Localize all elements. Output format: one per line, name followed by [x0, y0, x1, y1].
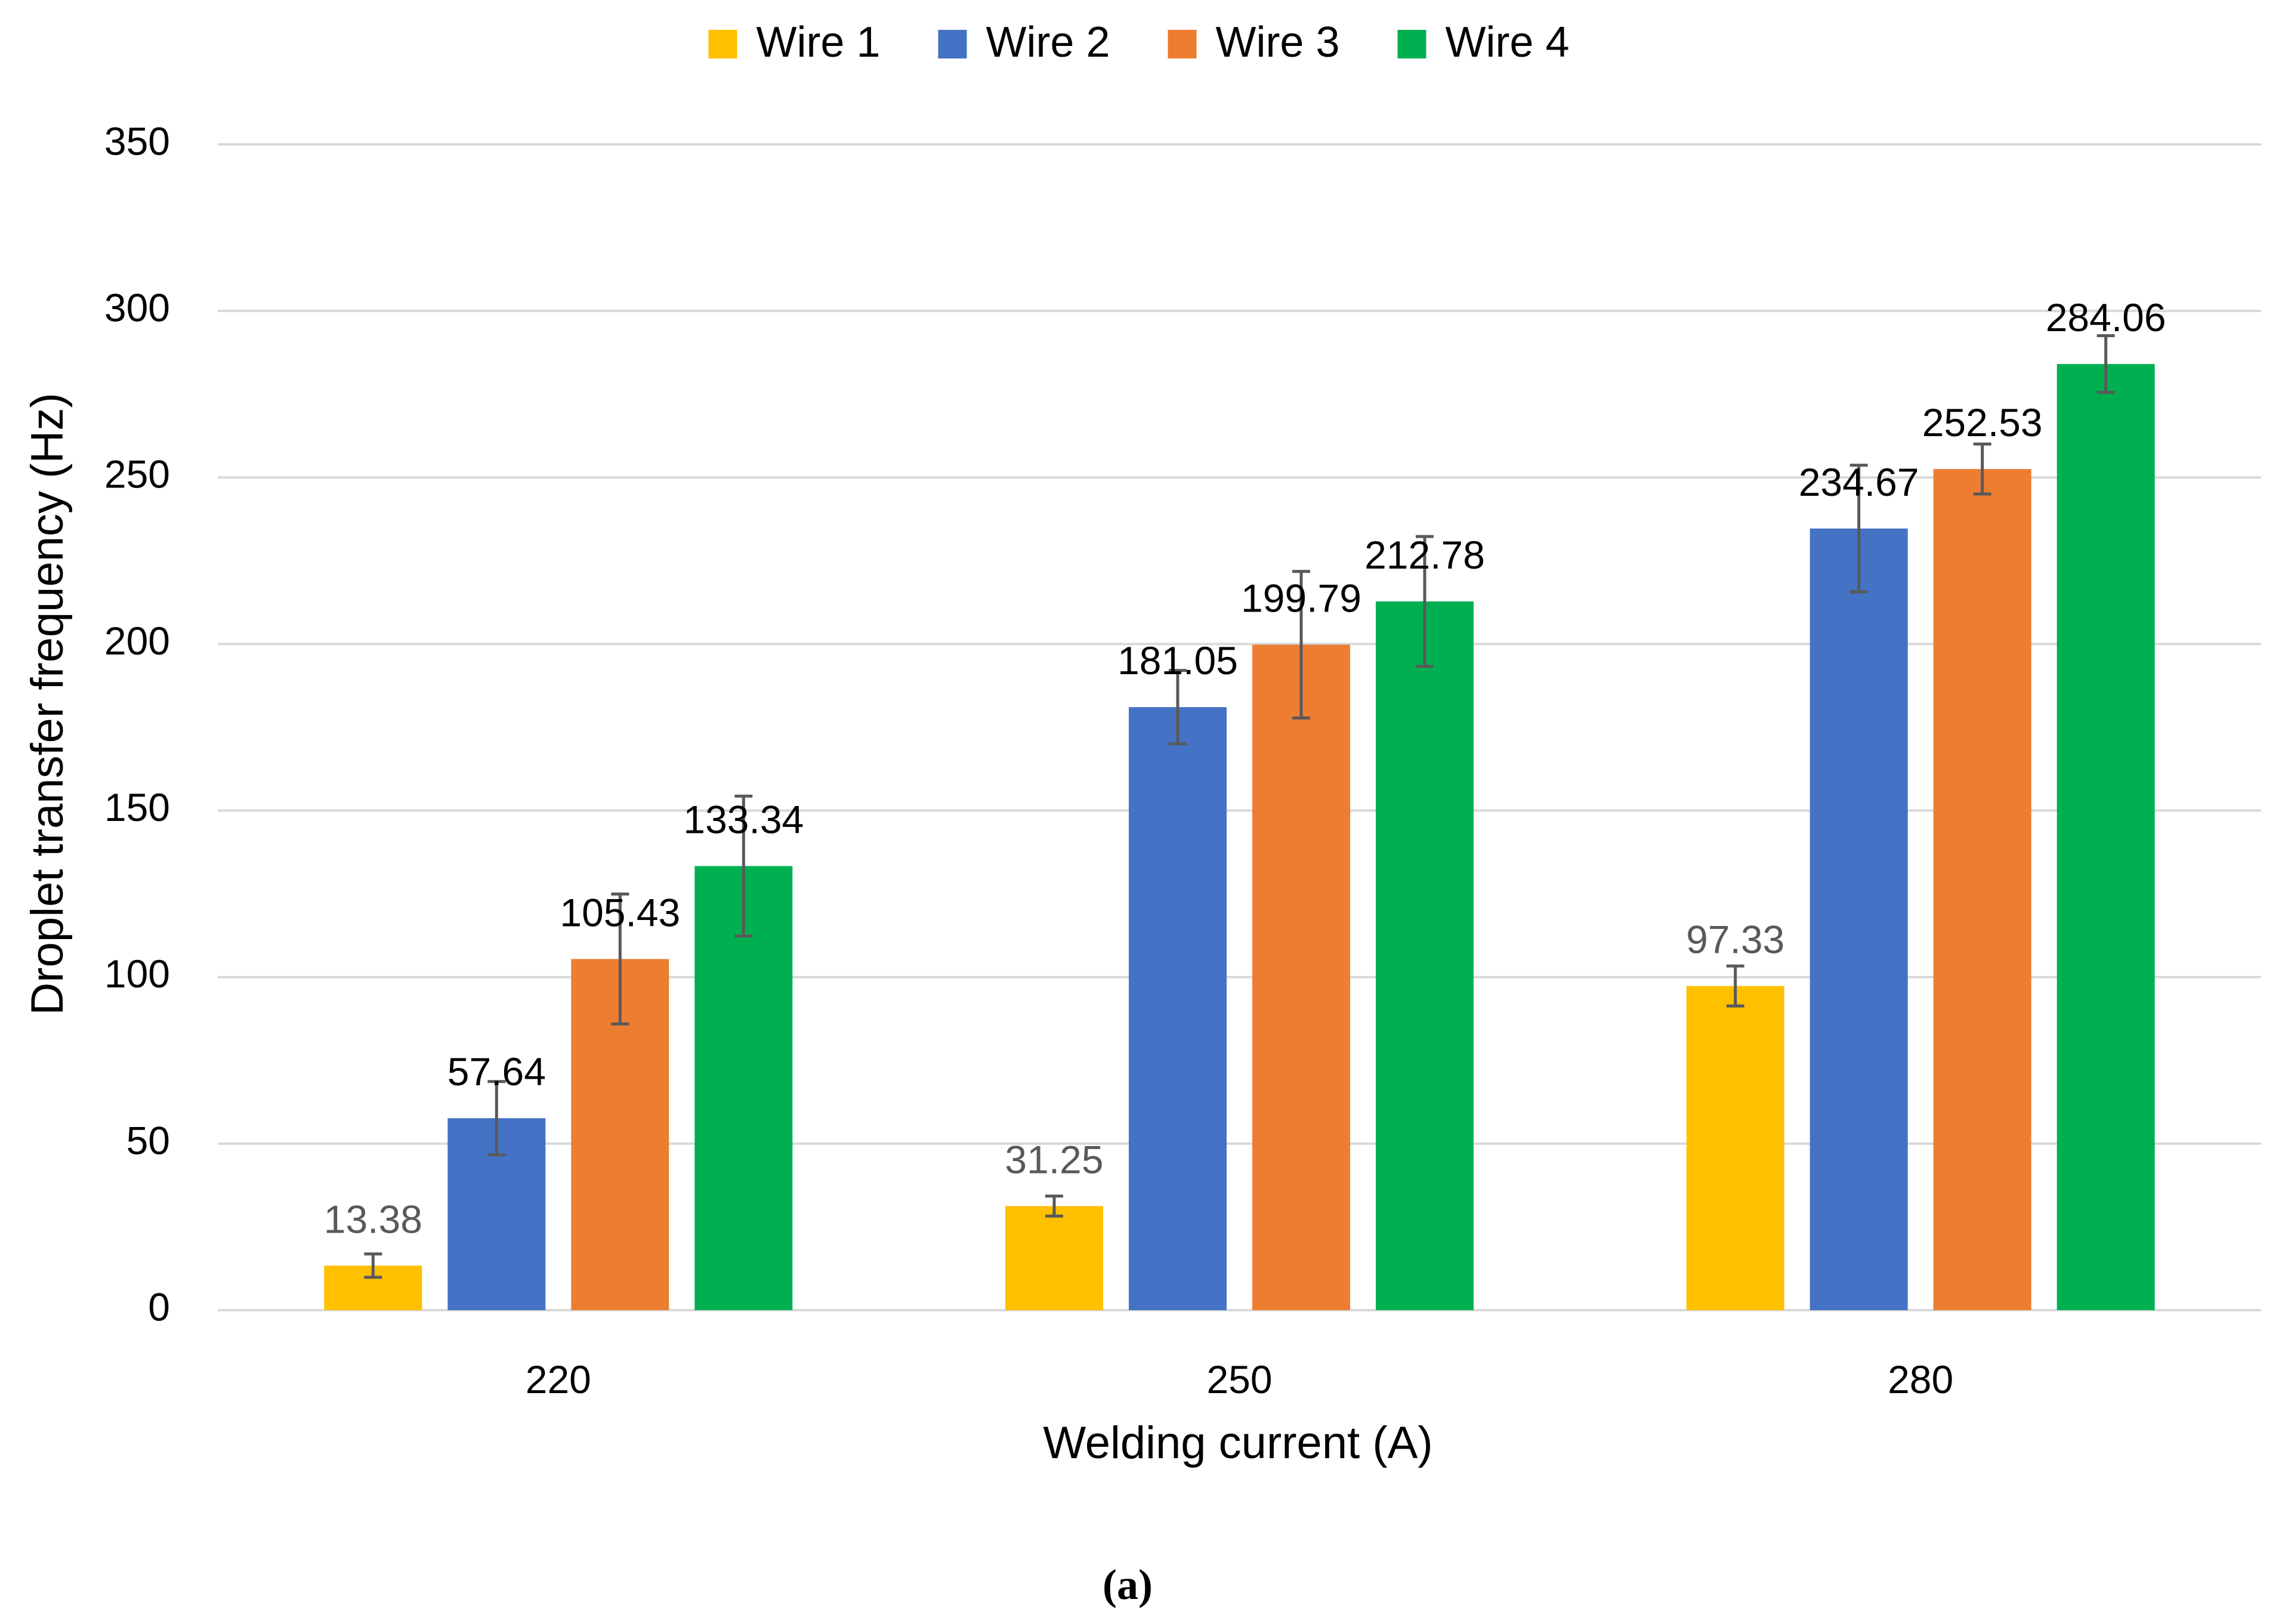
data-label: 252.53 — [1922, 400, 2043, 444]
y-axis-title: Droplet transfer frequency (Hz) — [22, 393, 73, 1015]
data-label: 13.38 — [324, 1197, 422, 1241]
legend-swatch — [938, 30, 967, 58]
bars — [324, 364, 2155, 1311]
legend-swatch — [708, 30, 737, 58]
legend-label: Wire 1 — [756, 18, 881, 66]
data-label: 181.05 — [1117, 638, 1238, 683]
data-label: 97.33 — [1686, 918, 1784, 962]
legend-label: Wire 4 — [1446, 18, 1570, 66]
data-label: 234.67 — [1799, 460, 1919, 504]
figure-caption: (a) — [1103, 1561, 1153, 1608]
y-tick-label: 100 — [104, 952, 170, 996]
y-tick-label: 250 — [104, 452, 170, 496]
legend-swatch — [1168, 30, 1197, 58]
y-axis-tick-labels: 0 50 100 150 200 250 300 350 — [104, 119, 170, 1329]
y-tick-label: 200 — [104, 619, 170, 663]
legend: Wire 1 Wire 2 Wire 3 Wire 4 — [708, 18, 1570, 66]
x-axis-tick-labels: 220 250 280 — [526, 1357, 1953, 1401]
bar-wire-4-280 — [2056, 364, 2155, 1311]
data-label: 31.25 — [1005, 1138, 1103, 1182]
legend-swatch — [1397, 30, 1426, 58]
bar-wire-3-280 — [1933, 469, 2031, 1310]
x-tick-label: 220 — [526, 1357, 591, 1401]
bar-wire-3-250 — [1252, 644, 1350, 1310]
data-label: 105.43 — [560, 890, 680, 934]
bar-wire-2-250 — [1129, 707, 1227, 1310]
bar-wire-1-250 — [1005, 1206, 1103, 1310]
data-label: 284.06 — [2046, 295, 2166, 339]
bar-wire-4-250 — [1376, 601, 1474, 1311]
bar-wire-1-280 — [1686, 986, 1784, 1310]
y-tick-label: 50 — [126, 1118, 170, 1162]
data-labels: 13.3857.64105.43133.3431.25181.05199.792… — [324, 295, 2166, 1241]
data-label: 133.34 — [683, 798, 804, 842]
legend-label: Wire 3 — [1216, 18, 1340, 66]
x-tick-label: 280 — [1888, 1357, 1953, 1401]
y-tick-label: 150 — [104, 785, 170, 829]
y-tick-label: 300 — [104, 286, 170, 330]
data-label: 57.64 — [447, 1049, 546, 1094]
y-tick-label: 350 — [104, 119, 170, 163]
error-bars — [364, 334, 2115, 1279]
data-label: 199.79 — [1241, 576, 1361, 620]
data-label: 212.78 — [1364, 533, 1485, 577]
y-tick-label: 0 — [148, 1285, 170, 1329]
bar-wire-4-220 — [694, 866, 793, 1310]
x-axis-title: Welding current (A) — [1043, 1418, 1432, 1468]
legend-label: Wire 2 — [986, 18, 1110, 66]
bar-wire-2-280 — [1810, 528, 1908, 1311]
gridlines — [218, 143, 2261, 1311]
x-tick-label: 250 — [1206, 1357, 1272, 1401]
